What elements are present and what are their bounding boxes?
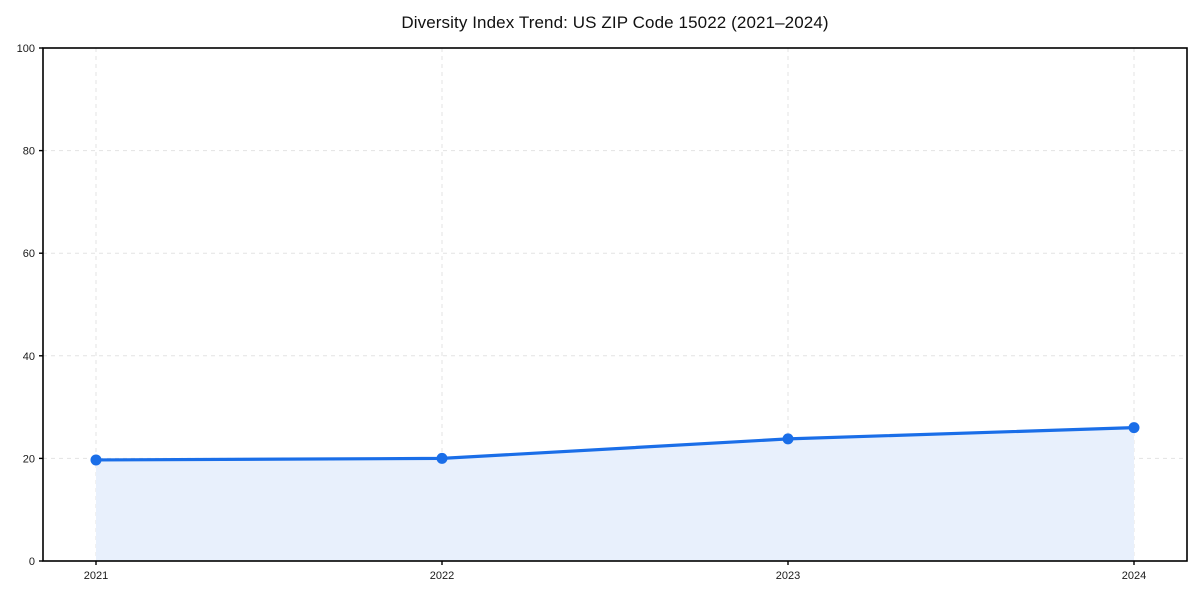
x-tick-label: 2023 <box>776 570 800 582</box>
y-tick-label: 40 <box>23 351 35 363</box>
x-tick-label: 2022 <box>430 570 454 582</box>
data-point-marker <box>782 433 794 445</box>
plot-border <box>42 47 1188 562</box>
y-tick-label: 80 <box>23 146 35 158</box>
data-point-marker <box>1128 422 1140 434</box>
y-tick-label: 20 <box>23 453 35 465</box>
x-tick-label: 2021 <box>84 570 108 582</box>
y-tick-label: 100 <box>17 43 35 55</box>
area-fill <box>96 427 1134 561</box>
data-point-marker <box>90 454 102 466</box>
trend-line <box>94 426 1136 462</box>
y-tick-label: 0 <box>29 556 35 568</box>
data-point-marker <box>436 452 448 464</box>
y-tick-label: 60 <box>23 248 35 260</box>
x-tick-label: 2024 <box>1122 570 1146 582</box>
chart-title: Diversity Index Trend: US ZIP Code 15022… <box>401 13 829 32</box>
